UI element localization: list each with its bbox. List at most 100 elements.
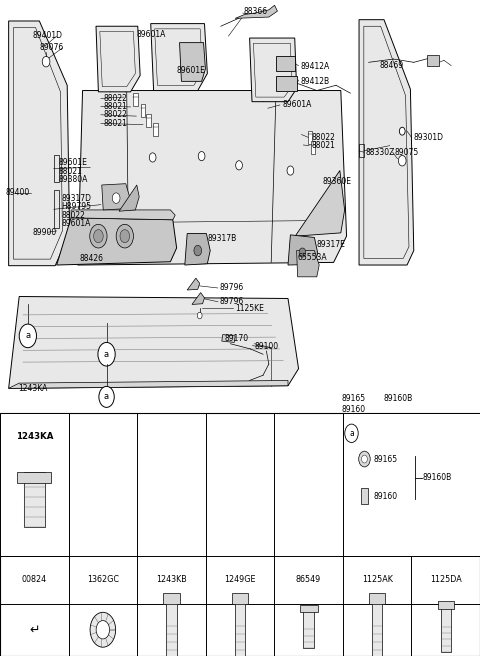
Text: 1125DA: 1125DA (430, 575, 462, 584)
Text: a: a (104, 350, 109, 359)
Text: 88022: 88022 (311, 133, 335, 142)
Text: 89360E: 89360E (323, 176, 351, 186)
Bar (54, 190, 59, 228)
Text: 88022: 88022 (61, 211, 85, 220)
Bar (359, 144, 364, 157)
Polygon shape (253, 43, 292, 97)
Polygon shape (222, 335, 235, 342)
Text: 89601A: 89601A (61, 219, 91, 228)
Text: 88022: 88022 (103, 110, 127, 119)
Text: 88426: 88426 (79, 254, 103, 263)
Bar (141, 104, 145, 117)
Bar (235, 602, 245, 656)
Circle shape (112, 193, 120, 203)
Text: ↵: ↵ (29, 623, 39, 636)
Text: 89160B: 89160B (422, 473, 452, 482)
Circle shape (198, 152, 205, 161)
Text: 89160B: 89160B (384, 394, 413, 403)
Polygon shape (187, 278, 200, 290)
Circle shape (359, 451, 370, 467)
Bar (372, 602, 382, 656)
Circle shape (194, 245, 202, 256)
Text: 89075: 89075 (395, 148, 419, 157)
Text: 89412B: 89412B (300, 77, 330, 86)
Bar (360, 488, 368, 504)
Text: 88330Z: 88330Z (366, 148, 395, 157)
Polygon shape (185, 234, 210, 265)
Text: 89412A: 89412A (300, 62, 330, 72)
Bar (311, 141, 315, 154)
Circle shape (398, 155, 406, 166)
Text: 1243KB: 1243KB (156, 575, 187, 584)
Polygon shape (9, 297, 299, 388)
Text: a: a (349, 429, 354, 438)
Circle shape (236, 161, 242, 170)
Bar (276, 76, 297, 91)
Circle shape (99, 386, 114, 407)
Text: 89380A: 89380A (59, 175, 88, 184)
Bar (24, 472, 45, 527)
Text: 89170: 89170 (225, 334, 249, 343)
Text: 89301D: 89301D (414, 133, 444, 142)
Bar (0, 413, 480, 656)
Polygon shape (364, 26, 409, 258)
Polygon shape (288, 235, 318, 265)
Circle shape (19, 324, 36, 348)
Circle shape (149, 153, 156, 162)
Bar (232, 593, 248, 604)
Text: 88366: 88366 (244, 7, 268, 16)
Bar (167, 602, 177, 656)
Text: 89317B: 89317B (207, 234, 237, 243)
Bar (163, 593, 180, 604)
Text: 88022: 88022 (103, 94, 127, 103)
Polygon shape (151, 24, 207, 91)
Text: 89796: 89796 (220, 297, 244, 306)
Text: 88021: 88021 (59, 167, 83, 176)
Bar (308, 131, 312, 144)
Circle shape (287, 166, 294, 175)
Text: a: a (104, 392, 109, 401)
Polygon shape (71, 210, 175, 220)
Text: 1243KA: 1243KA (15, 432, 53, 441)
Bar (427, 55, 439, 66)
Bar (54, 155, 59, 182)
Circle shape (120, 230, 130, 243)
Circle shape (96, 621, 109, 639)
Text: 89160: 89160 (373, 492, 397, 501)
Circle shape (98, 342, 115, 366)
Text: 89601A: 89601A (282, 100, 312, 110)
Text: 89076: 89076 (40, 43, 64, 52)
Polygon shape (250, 38, 297, 102)
Circle shape (116, 224, 133, 248)
Polygon shape (295, 171, 345, 236)
Text: 1125KE: 1125KE (235, 304, 264, 313)
Text: 88021: 88021 (311, 141, 335, 150)
Bar (343, 413, 480, 556)
Bar (153, 123, 158, 136)
Text: 1362GC: 1362GC (87, 575, 119, 584)
Text: H89795: H89795 (61, 202, 91, 211)
Text: 86549: 86549 (296, 575, 321, 584)
Bar (17, 472, 51, 483)
Bar (146, 114, 151, 127)
Text: 89796: 89796 (220, 283, 244, 293)
Polygon shape (180, 43, 205, 81)
Text: 88021: 88021 (103, 119, 127, 128)
Text: 88021: 88021 (103, 102, 127, 111)
Polygon shape (155, 29, 203, 85)
Polygon shape (96, 26, 140, 92)
Bar (303, 611, 314, 648)
Circle shape (361, 455, 367, 463)
Text: 1249GE: 1249GE (224, 575, 256, 584)
Circle shape (345, 424, 358, 443)
Text: 89160: 89160 (342, 405, 366, 414)
Circle shape (90, 224, 107, 248)
Bar (300, 605, 318, 612)
Bar (276, 56, 295, 71)
Text: a: a (25, 331, 30, 340)
Circle shape (399, 127, 405, 135)
Text: 89400: 89400 (6, 188, 30, 197)
Circle shape (42, 56, 50, 67)
Text: 1125AK: 1125AK (362, 575, 393, 584)
Text: 1243KA: 1243KA (18, 384, 48, 393)
